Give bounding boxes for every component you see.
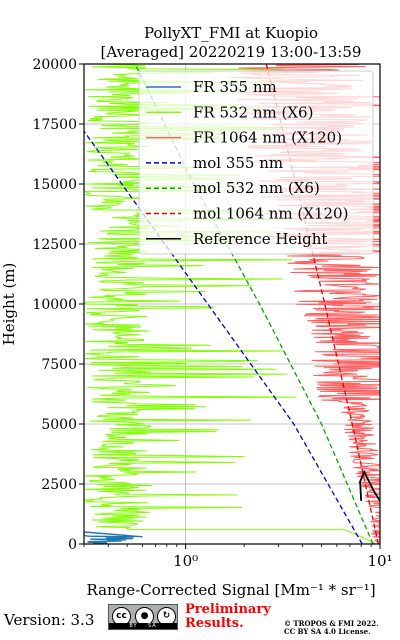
legend-label: FR 355 nm [193, 78, 277, 96]
legend: FR 355 nm FR 532 nm (X6) FR 1064 nm (X120)… [138, 70, 374, 255]
y-tick-label: 12500 [32, 237, 77, 253]
cc-license-badge[interactable]: cc ● ↻ BY SA [108, 604, 178, 630]
legend-label: mol 1064 nm (X120) [193, 205, 348, 223]
fr-355-trace [84, 531, 143, 544]
y-tick-label: 2500 [41, 477, 77, 493]
y-tick-label: 0 [68, 537, 77, 553]
x-tick-label: 10⁰ [173, 552, 198, 570]
y-tick-label: 15000 [32, 177, 77, 193]
y-tick-label: 5000 [41, 417, 77, 433]
legend-label: mol 355 nm [193, 154, 283, 172]
x-tick-label: 10¹ [367, 552, 392, 570]
preliminary-notice: Preliminary Results. [185, 602, 271, 631]
y-tick-label: 20000 [32, 57, 77, 73]
y-tick-label: 10000 [32, 297, 77, 313]
legend-label: FR 532 nm (X6) [193, 103, 313, 121]
cc-strip: BY SA [109, 623, 177, 629]
y-tick-label: 17500 [32, 117, 77, 133]
mol-532-nm-x6--line [134, 64, 374, 544]
x-axis-ticks: 10⁰ 10¹ [83, 544, 393, 570]
legend-box [138, 70, 374, 255]
y-axis-ticks: 0 2500 5000 7500 10000 12500 15000 17500 20000 [32, 57, 84, 553]
copyright-notice: © TROPOS & FMI 2022. CC BY SA 4.0 Licens… [284, 619, 379, 636]
legend-label: FR 1064 nm (X120) [193, 129, 342, 147]
version-label: Version: 3.3 [4, 611, 95, 629]
legend-label: Reference Height [193, 230, 327, 248]
y-tick-label: 7500 [41, 357, 77, 373]
x-axis-label: Range-Corrected Signal [Mm⁻¹ * sr⁻¹] [86, 581, 375, 599]
chart-title-line2: [Averaged] 20220219 13:00-13:59 [101, 43, 362, 61]
legend-label: mol 532 nm (X6) [193, 179, 320, 197]
fr-532-trace [84, 64, 376, 544]
reference-height-line [359, 469, 380, 502]
y-axis-label: Height (m) [0, 263, 18, 346]
chart-title-line1: PollyXT_FMI at Kuopio [144, 24, 318, 42]
